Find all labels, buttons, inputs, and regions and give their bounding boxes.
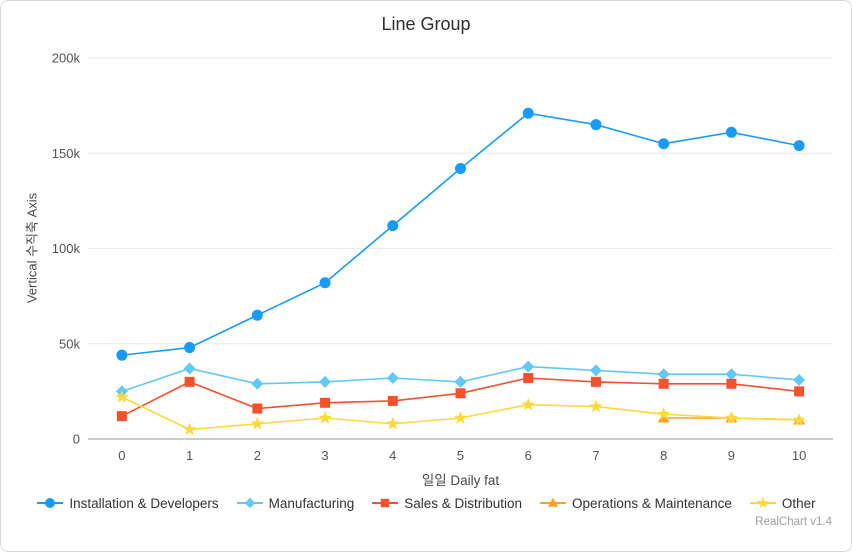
data-point-manufacturing[interactable] [386,372,399,385]
data-point-installation-developers[interactable] [116,349,128,361]
x-tick-label: 1 [186,448,193,463]
legend: Installation & Developers Manufacturing Sa… [1,495,851,511]
legend-label: Manufacturing [268,495,355,511]
data-point-manufacturing[interactable] [589,364,602,377]
x-tick-label: 2 [254,448,261,463]
y-tick-label: 200k [52,51,81,66]
data-point-manufacturing[interactable] [657,368,670,381]
square-legend-marker-icon [372,498,399,508]
data-point-sales-distribution[interactable] [658,378,669,389]
data-point-sales-distribution[interactable] [116,411,127,422]
y-tick-label: 150k [52,146,81,161]
x-tick-label: 4 [389,448,396,463]
data-point-installation-developers[interactable] [793,140,805,152]
legend-item-operations-maintenance[interactable]: Operations & Maintenance [539,495,732,511]
data-point-manufacturing[interactable] [251,377,264,390]
data-point-sales-distribution[interactable] [252,403,263,414]
y-tick-label: 100k [52,241,81,256]
chart-title: Line Group [381,14,471,34]
legend-item-sales-distribution[interactable]: Sales & Distribution [371,495,522,511]
data-point-other[interactable] [589,399,603,413]
data-point-manufacturing[interactable] [454,375,467,388]
data-point-installation-developers[interactable] [251,309,263,321]
x-tick-label: 5 [457,448,464,463]
data-point-installation-developers[interactable] [658,138,670,150]
watermark: RealChart v1.4 [755,516,832,528]
star-legend-marker-icon [749,496,776,509]
data-point-installation-developers[interactable] [387,220,399,232]
data-point-operations-maintenance[interactable] [657,412,670,423]
series-line-installation-developers [121,112,800,356]
data-point-other[interactable] [724,411,739,424]
data-point-other[interactable] [250,416,264,430]
data-point-sales-distribution[interactable] [184,376,195,387]
data-point-installation-developers[interactable] [184,342,196,354]
legend-label: Other [781,495,816,511]
data-point-installation-developers[interactable] [522,107,534,119]
x-tick-label: 3 [321,448,328,463]
data-point-other[interactable] [386,416,400,430]
data-point-other[interactable] [792,412,806,426]
x-tick-label: 9 [728,448,735,463]
data-point-manufacturing[interactable] [793,373,806,386]
data-point-manufacturing[interactable] [522,360,535,373]
data-point-installation-developers[interactable] [319,277,331,289]
triangle-legend-marker-icon [540,497,567,507]
data-point-other[interactable] [657,407,671,420]
data-point-manufacturing[interactable] [725,368,738,381]
data-point-sales-distribution[interactable] [455,388,466,399]
data-point-manufacturing[interactable] [319,375,332,388]
legend-label: Sales & Distribution [404,495,523,511]
data-point-installation-developers[interactable] [455,162,466,174]
diamond-legend-marker-icon [236,497,263,509]
legend-label: Operations & Maintenance [572,495,732,511]
x-tick-label: 0 [118,448,125,463]
y-tick-label: 0 [73,432,80,447]
x-tick-label: 10 [792,448,806,463]
data-point-installation-developers[interactable] [725,126,737,138]
data-point-sales-distribution[interactable] [523,373,534,384]
x-tick-label: 6 [525,448,532,463]
x-axis-title: 일일 Daily fat [421,473,500,488]
data-point-installation-developers[interactable] [590,119,602,131]
data-point-sales-distribution[interactable] [590,376,601,387]
data-point-other[interactable] [318,411,332,424]
data-point-sales-distribution[interactable] [794,386,805,397]
legend-item-installation-developers[interactable]: Installation & Developers [36,495,219,511]
data-point-other[interactable] [453,411,468,424]
legend-item-other[interactable]: Other [749,495,816,511]
data-point-other[interactable] [182,422,197,436]
data-point-other[interactable] [521,397,535,411]
legend-label: Installation & Developers [69,495,219,511]
data-point-sales-distribution[interactable] [387,395,398,406]
y-tick-label: 50k [59,336,80,351]
legend-item-manufacturing[interactable]: Manufacturing [236,495,355,511]
data-point-sales-distribution[interactable] [726,378,737,389]
x-tick-label: 7 [592,448,599,463]
data-point-other[interactable] [115,390,129,403]
data-point-sales-distribution[interactable] [320,397,331,408]
data-point-manufacturing[interactable] [183,362,196,375]
circle-legend-marker-icon [37,498,64,508]
x-tick-label: 8 [660,448,667,463]
